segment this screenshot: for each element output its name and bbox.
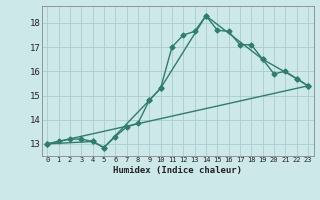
- X-axis label: Humidex (Indice chaleur): Humidex (Indice chaleur): [113, 166, 242, 175]
